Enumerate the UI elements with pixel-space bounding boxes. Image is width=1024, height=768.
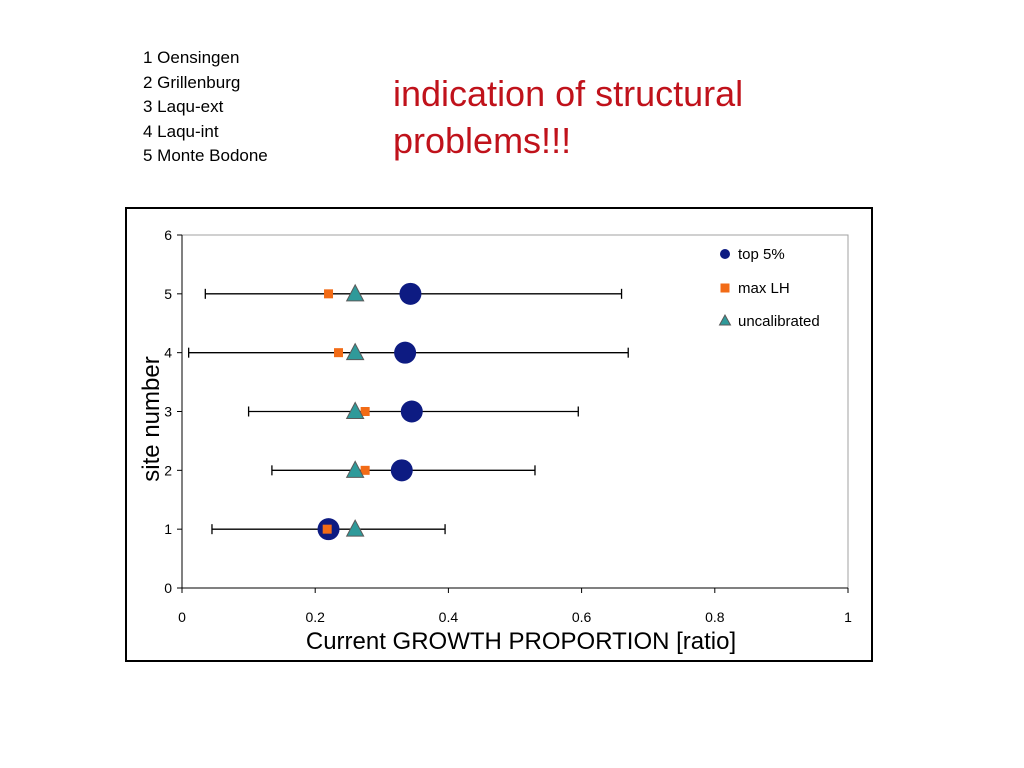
uncalibrated-marker — [345, 460, 365, 478]
maxlh-marker — [360, 407, 370, 416]
x-tick-label: 0.4 — [439, 609, 459, 625]
maxlh-marker — [360, 465, 370, 475]
legend-label: uncalibrated — [738, 313, 820, 330]
uncalibrated-marker — [345, 519, 365, 537]
chart-frame: 0 1 2 3 4 5 6 0 0.2 0.4 0.6 0.8 1 top 5% max LH uncal… — [125, 207, 873, 662]
site-list-item: 4 Laqu-int — [143, 121, 219, 141]
y-tick-label: 5 — [164, 286, 172, 302]
legend-top5-symbol — [720, 249, 730, 259]
x-tick-label: 0.8 — [705, 609, 725, 625]
x-axis-label: Current GROWTH PROPORTION [ratio] — [306, 628, 736, 655]
uncalibrated-marker — [345, 283, 365, 302]
y-tick-label: 4 — [164, 345, 172, 361]
maxlh-marker — [334, 348, 344, 358]
site-list-item: 5 Monte Bodone — [143, 146, 268, 165]
y-tick-label: 6 — [164, 227, 172, 243]
legend-maxlh-symbol — [720, 283, 730, 293]
top5-marker — [394, 341, 417, 364]
y-tick-label: 2 — [164, 462, 172, 478]
y-tick-label: 0 — [164, 580, 172, 596]
site-list-item: 1 Oensingen — [143, 48, 240, 67]
site-legend-list: 1 Oensingen 2 Grillenburg 3 Laqu-ext 4 L… — [143, 46, 268, 169]
top5-marker — [399, 282, 422, 305]
chart: 0 1 2 3 4 5 6 0 0.2 0.4 0.6 0.8 1 top 5% max LH uncal… — [138, 227, 852, 655]
y-tick-label: 3 — [164, 404, 172, 420]
x-tick-label: 0.2 — [305, 609, 325, 625]
x-tick-label: 0 — [178, 609, 186, 625]
top5-marker — [390, 459, 413, 482]
top5-marker — [400, 400, 423, 423]
y-tick-label: 1 — [164, 521, 172, 537]
maxlh-marker — [322, 524, 332, 534]
legend-label: top 5% — [738, 246, 785, 263]
legend-label: max LH — [738, 280, 790, 297]
maxlh-marker — [324, 289, 334, 299]
y-axis-label: site number — [138, 356, 165, 481]
uncalibrated-marker — [345, 342, 365, 361]
site-list-item: 2 Grillenburg — [143, 72, 241, 92]
uncalibrated-marker — [345, 401, 365, 419]
headline: indication of structural problems!!! — [393, 73, 744, 161]
legend-uncalibrated-symbol — [718, 313, 732, 326]
x-tick-label: 1 — [844, 609, 852, 625]
x-tick-label: 0.6 — [572, 609, 592, 625]
site-list-item: 3 Laqu-ext — [143, 97, 224, 116]
